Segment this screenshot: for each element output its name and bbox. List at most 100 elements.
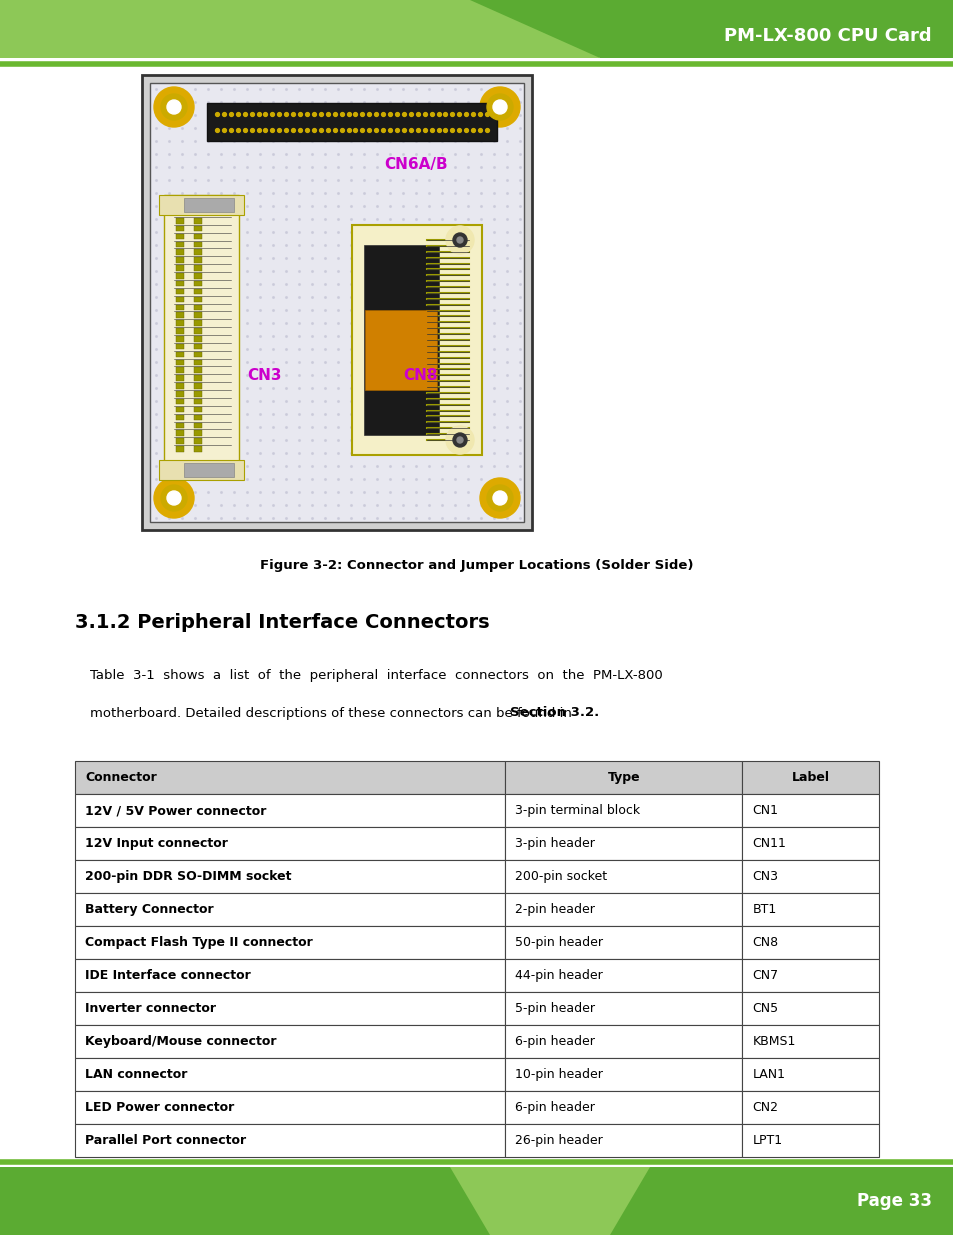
Circle shape bbox=[479, 478, 519, 517]
Bar bbox=[193, 383, 202, 389]
Bar bbox=[504, 960, 741, 992]
Circle shape bbox=[153, 86, 193, 127]
Text: Inverter connector: Inverter connector bbox=[85, 1002, 215, 1015]
Text: Section 3.2.: Section 3.2. bbox=[510, 706, 598, 720]
Circle shape bbox=[167, 492, 181, 505]
Bar bbox=[175, 257, 184, 263]
Bar bbox=[175, 280, 184, 287]
Text: CN3: CN3 bbox=[247, 368, 281, 383]
Text: Keyboard/Mouse connector: Keyboard/Mouse connector bbox=[85, 1035, 276, 1049]
Text: 12V / 5V Power connector: 12V / 5V Power connector bbox=[85, 804, 266, 818]
Bar bbox=[193, 305, 202, 310]
Bar bbox=[175, 305, 184, 310]
Bar bbox=[504, 860, 741, 893]
Bar bbox=[365, 310, 436, 390]
Text: Compact Flash Type II connector: Compact Flash Type II connector bbox=[85, 936, 313, 948]
Bar bbox=[352, 225, 481, 454]
Bar bbox=[175, 446, 184, 452]
Bar bbox=[193, 273, 202, 279]
Bar bbox=[193, 242, 202, 247]
Bar bbox=[175, 273, 184, 279]
Bar bbox=[193, 391, 202, 396]
Text: 200-pin DDR SO-DIMM socket: 200-pin DDR SO-DIMM socket bbox=[85, 869, 292, 883]
Text: 5-pin header: 5-pin header bbox=[515, 1002, 595, 1015]
Bar bbox=[175, 391, 184, 396]
Text: BT1: BT1 bbox=[752, 903, 776, 916]
Text: CN11: CN11 bbox=[752, 837, 785, 850]
Bar bbox=[175, 249, 184, 254]
Text: Type: Type bbox=[607, 771, 639, 784]
Circle shape bbox=[486, 94, 513, 120]
Text: IDE Interface connector: IDE Interface connector bbox=[85, 969, 251, 982]
Bar bbox=[159, 459, 244, 480]
Bar bbox=[741, 893, 878, 926]
Bar bbox=[193, 336, 202, 342]
Bar bbox=[75, 926, 504, 960]
Bar bbox=[741, 1091, 878, 1124]
Bar bbox=[193, 431, 202, 436]
Text: 3-pin header: 3-pin header bbox=[515, 837, 595, 850]
Text: Label: Label bbox=[791, 771, 829, 784]
Bar bbox=[193, 359, 202, 366]
Bar bbox=[175, 233, 184, 240]
Bar bbox=[75, 827, 504, 860]
Bar bbox=[193, 368, 202, 373]
Bar bbox=[175, 431, 184, 436]
Bar bbox=[741, 860, 878, 893]
Text: 50-pin header: 50-pin header bbox=[515, 936, 602, 948]
Text: CN2: CN2 bbox=[752, 1100, 778, 1114]
Bar bbox=[193, 233, 202, 240]
Bar bbox=[193, 438, 202, 443]
Bar bbox=[193, 280, 202, 287]
Text: PM-LX-800 CPU Card: PM-LX-800 CPU Card bbox=[723, 27, 931, 44]
Bar bbox=[364, 245, 438, 435]
Text: Figure 3-2: Connector and Jumper Locations (Solder Side): Figure 3-2: Connector and Jumper Locatio… bbox=[260, 558, 693, 572]
Bar bbox=[75, 794, 504, 827]
Text: Connector: Connector bbox=[85, 771, 156, 784]
Circle shape bbox=[161, 485, 187, 511]
Bar bbox=[741, 926, 878, 960]
Text: CN5: CN5 bbox=[752, 1002, 778, 1015]
Bar bbox=[159, 195, 244, 215]
Bar bbox=[75, 1091, 504, 1124]
Circle shape bbox=[453, 433, 467, 447]
Bar bbox=[175, 296, 184, 303]
Bar bbox=[741, 794, 878, 827]
Bar bbox=[75, 1025, 504, 1058]
Circle shape bbox=[486, 485, 513, 511]
Bar bbox=[142, 75, 532, 530]
Bar bbox=[75, 893, 504, 926]
Bar bbox=[193, 296, 202, 303]
Bar bbox=[75, 960, 504, 992]
Text: 12V Input connector: 12V Input connector bbox=[85, 837, 228, 850]
Polygon shape bbox=[450, 1167, 649, 1235]
Bar bbox=[193, 266, 202, 270]
Bar bbox=[504, 926, 741, 960]
Text: CN1: CN1 bbox=[752, 804, 778, 818]
Bar bbox=[741, 960, 878, 992]
Bar bbox=[75, 860, 504, 893]
Bar bbox=[184, 463, 233, 477]
Bar bbox=[193, 320, 202, 326]
Text: motherboard. Detailed descriptions of these connectors can be found in: motherboard. Detailed descriptions of th… bbox=[90, 706, 576, 720]
Bar bbox=[193, 399, 202, 404]
Text: KBMS1: KBMS1 bbox=[752, 1035, 795, 1049]
Text: Parallel Port connector: Parallel Port connector bbox=[85, 1134, 246, 1147]
Bar bbox=[193, 226, 202, 231]
Bar bbox=[207, 103, 497, 141]
Bar bbox=[193, 415, 202, 420]
Text: 26-pin header: 26-pin header bbox=[515, 1134, 602, 1147]
Text: 2-pin header: 2-pin header bbox=[515, 903, 595, 916]
Bar bbox=[175, 336, 184, 342]
Bar bbox=[184, 198, 233, 212]
Bar bbox=[175, 368, 184, 373]
Bar bbox=[175, 289, 184, 294]
Bar bbox=[175, 320, 184, 326]
Text: 10-pin header: 10-pin header bbox=[515, 1068, 602, 1081]
Polygon shape bbox=[0, 0, 599, 58]
Bar bbox=[175, 438, 184, 443]
Circle shape bbox=[493, 492, 506, 505]
Bar bbox=[175, 422, 184, 429]
Bar bbox=[175, 375, 184, 380]
Bar bbox=[741, 1124, 878, 1157]
